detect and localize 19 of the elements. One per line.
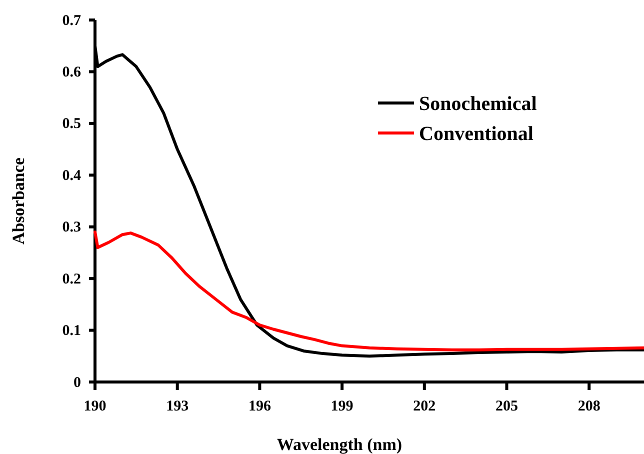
y-tick-label: 0.7 <box>62 12 82 29</box>
x-tick-label: 205 <box>496 398 518 415</box>
x-tick-label: 196 <box>248 398 272 415</box>
y-tick-label: 0.3 <box>62 220 81 236</box>
x-tick-label: 190 <box>84 398 106 415</box>
y-tick-label: 0.4 <box>62 168 82 184</box>
x-tick-label: 202 <box>413 398 436 415</box>
legend-label: Sonochemical <box>419 93 538 115</box>
y-tick-label: 0.2 <box>62 271 81 288</box>
x-tick-label: 208 <box>578 398 600 415</box>
x-tick-label: 193 <box>166 398 189 415</box>
y-tick-label: 0.5 <box>62 116 81 132</box>
legend-label: Conventional <box>419 123 534 145</box>
y-tick-label: 0 <box>74 374 81 391</box>
x-tick-label: 199 <box>330 398 354 415</box>
y-tick-label: 0.1 <box>62 323 81 340</box>
x-axis-title: Wavelength (nm) <box>276 435 402 454</box>
y-axis-title: Absorbance <box>9 157 28 244</box>
y-tick-label: 0.6 <box>62 64 82 81</box>
